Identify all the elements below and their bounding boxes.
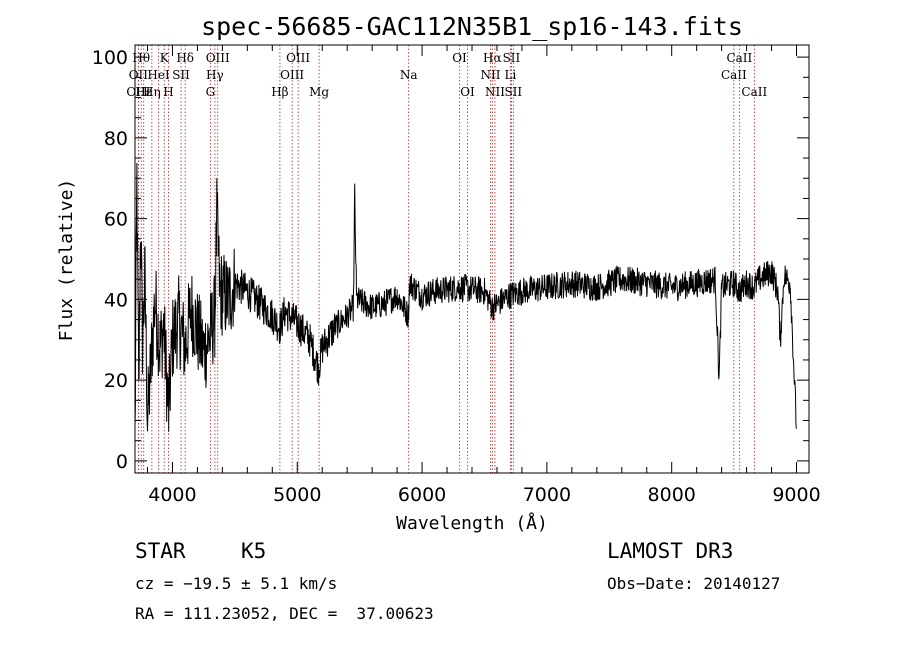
line-label: SII	[504, 85, 522, 99]
x-tick-label: 8000	[648, 484, 696, 506]
y-tick-label: 20	[104, 370, 128, 392]
observation-date: Obs−Date: 20140127	[607, 574, 781, 593]
plot-frame	[134, 44, 810, 474]
chart-title: spec-56685-GAC112N35B1_sp16-143.fits	[201, 12, 743, 41]
redshift-velocity: cz = −19.5 ± 5.1 km/s	[135, 574, 338, 593]
x-tick-label: 5000	[273, 484, 321, 506]
line-label: OIII	[280, 68, 304, 82]
x-tick-label: 6000	[398, 484, 446, 506]
line-label: Hβ	[271, 85, 288, 99]
line-label: OIII	[206, 51, 230, 65]
line-label: Hδ	[176, 51, 194, 65]
line-label: Na	[400, 68, 418, 82]
line-label: NII	[480, 68, 500, 82]
object-subclass: K5	[241, 539, 267, 563]
y-tick-label: 80	[104, 128, 128, 150]
x-axis-label: Wavelength (Å)	[396, 512, 548, 534]
sky-coordinates: RA = 111.23052, DEC = 37.00623	[135, 604, 434, 623]
line-label: G	[206, 85, 216, 99]
x-tick-label: 4000	[148, 484, 196, 506]
line-label: CaII	[726, 51, 752, 65]
y-tick-label: 40	[104, 289, 128, 311]
line-label: OI	[452, 51, 467, 65]
y-tick-label: 100	[92, 47, 128, 69]
line-label: HeI	[147, 68, 170, 82]
line-label: OIII	[126, 85, 150, 99]
y-axis-label: Flux (relative)	[56, 179, 77, 342]
line-label: H	[163, 85, 173, 99]
line-label: SII	[503, 51, 521, 65]
y-tick-label: 60	[104, 209, 128, 231]
line-label: Hε	[135, 85, 152, 99]
axis-ticks: 4000 5000 6000 7000 8000 9000 0 20 40 60 80 100	[92, 45, 821, 506]
survey-name: LAMOST DR3	[607, 539, 734, 563]
line-label: CaII	[741, 85, 767, 99]
line-label: OI	[460, 85, 475, 99]
x-tick-label: 9000	[772, 484, 820, 506]
y-tick-label: 0	[116, 451, 128, 473]
line-label: Mg	[309, 85, 329, 99]
line-label: K	[160, 51, 170, 65]
line-label: Hα	[483, 51, 502, 65]
line-label: Hη	[143, 85, 161, 99]
line-label: Hθ	[132, 51, 150, 65]
object-class: STAR	[135, 539, 186, 563]
line-label: Li	[505, 68, 517, 82]
line-label: OIII	[286, 51, 310, 65]
line-label: CaII	[721, 68, 747, 82]
spectrum-line	[134, 162, 797, 432]
x-tick-label: 7000	[523, 484, 571, 506]
spectrum-series	[134, 162, 797, 432]
line-label: Hγ	[206, 68, 224, 82]
line-label: OII	[129, 68, 149, 82]
line-label: NII	[485, 85, 505, 99]
line-label: SII	[172, 68, 190, 82]
